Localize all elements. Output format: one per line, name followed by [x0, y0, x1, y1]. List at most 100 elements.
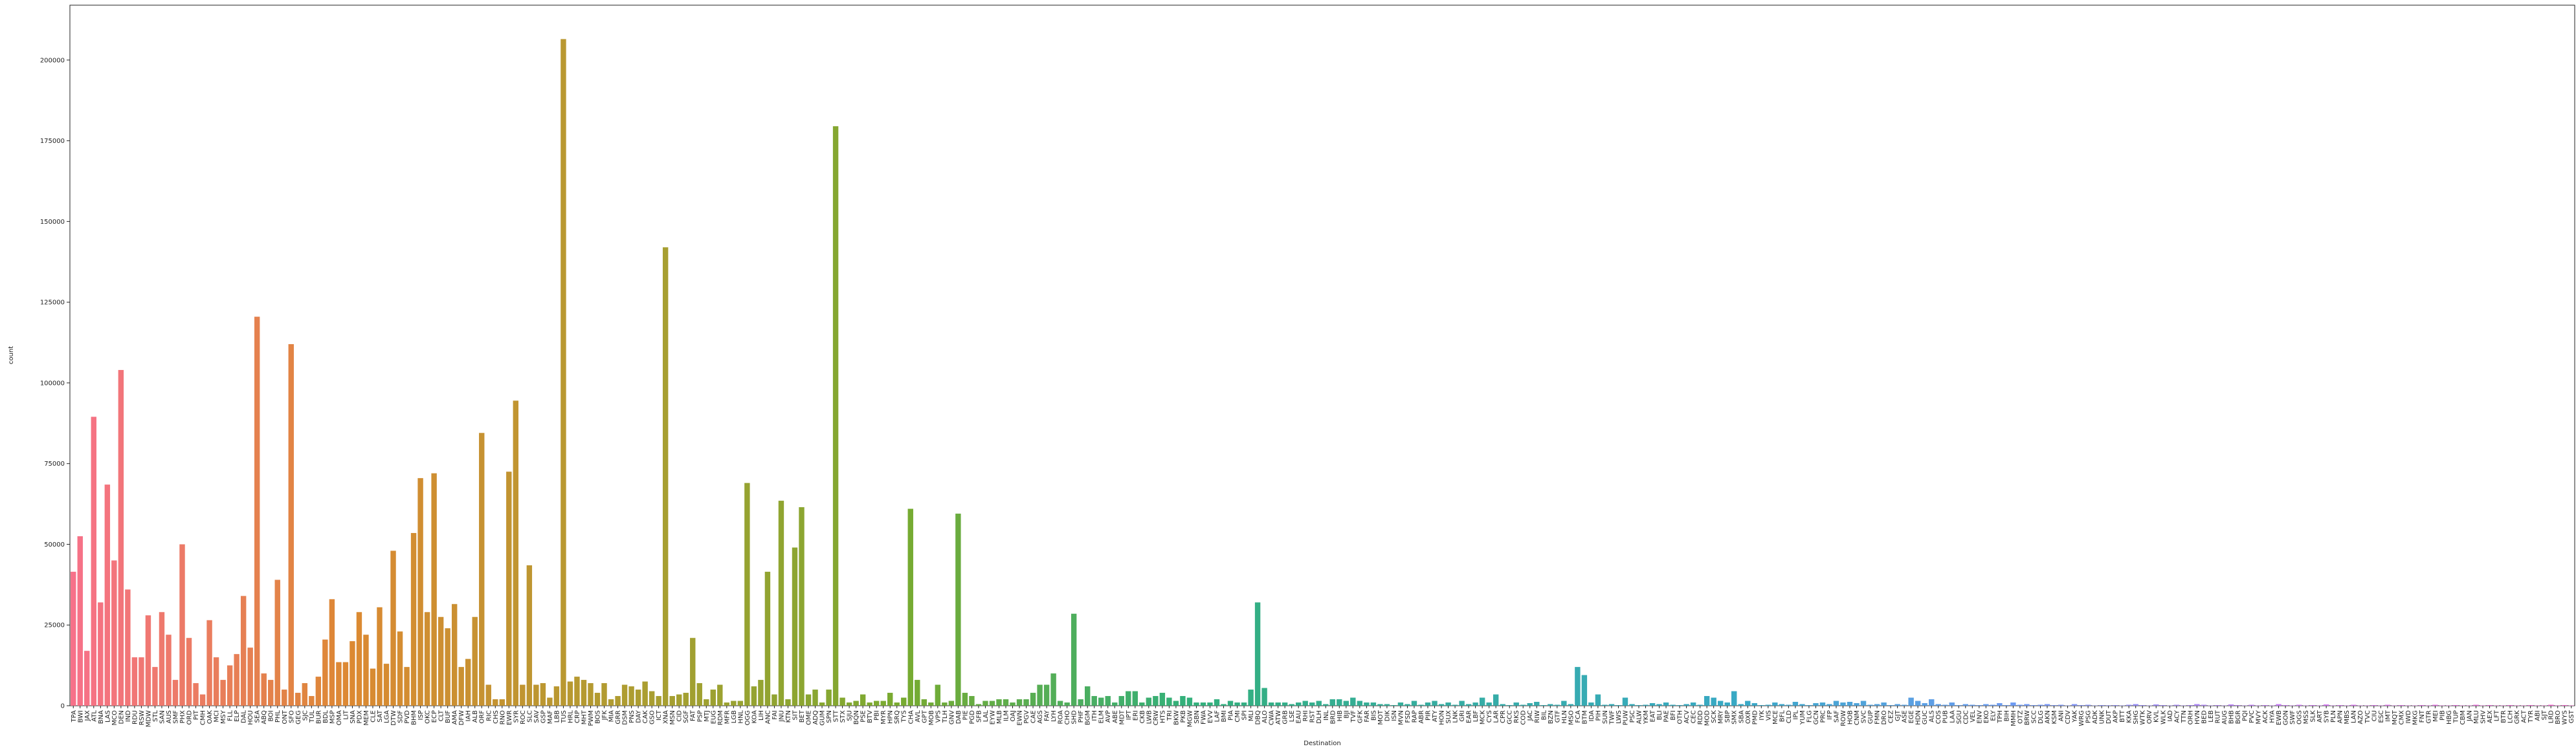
x-tick-label: TLH: [942, 710, 949, 723]
bar: [921, 699, 927, 706]
bar: [1527, 703, 1533, 706]
bar: [1670, 704, 1676, 706]
x-tick-label: GUC: [1922, 710, 1929, 724]
bar: [901, 697, 907, 706]
x-tick-label: MYR: [880, 710, 887, 724]
bar: [118, 369, 124, 706]
bar: [2153, 704, 2159, 706]
bar: [683, 693, 689, 706]
bar: [431, 473, 437, 706]
x-tick-label: ALW: [1636, 710, 1643, 724]
x-tick-label: ONT: [282, 710, 289, 724]
x-tick-label: SAV: [533, 710, 540, 723]
x-tick-label: HDN: [1915, 710, 1922, 725]
x-tick-label: ROC: [520, 710, 527, 724]
x-tick-label: TYR: [2527, 710, 2535, 723]
x-tick-label: BRO: [2555, 710, 2562, 724]
x-tick-label: GUM: [819, 710, 827, 726]
bar: [1799, 704, 1805, 706]
bar: [1207, 702, 1213, 706]
y-tick-label: 175000: [40, 138, 65, 145]
x-tick-label: PIB: [2439, 710, 2446, 721]
x-tick-label: SHV: [2480, 710, 2487, 724]
bar: [1254, 602, 1261, 706]
x-tick-label: LAR: [1493, 710, 1500, 723]
x-tick-label: EKO: [1983, 710, 1990, 723]
bar: [1983, 704, 1989, 706]
bar: [669, 696, 675, 706]
bar: [1486, 702, 1492, 706]
x-tick-label: MHT: [581, 710, 588, 724]
bar: [1759, 705, 1764, 706]
x-tick-label: MEM: [363, 710, 370, 726]
bar: [2419, 705, 2425, 706]
bar: [710, 690, 716, 706]
bar: [1506, 705, 1513, 706]
x-tick-label: DSM: [622, 710, 629, 725]
bar: [1554, 704, 1560, 706]
x-tick-label: CNM: [1854, 710, 1861, 725]
x-tick-label: HRL: [567, 710, 574, 723]
bar: [342, 662, 349, 706]
x-tick-label: PHL: [274, 710, 282, 723]
x-tick-label: SWF: [2289, 710, 2296, 724]
x-tick-label: VPS: [935, 710, 942, 723]
x-tick-label: CKB: [1139, 710, 1146, 724]
bar: [2051, 705, 2057, 706]
bar: [1472, 702, 1478, 706]
bar: [1227, 701, 1234, 706]
x-tick-label: RST: [1309, 710, 1316, 723]
bar: [2473, 704, 2479, 706]
x-tick-label: ABQ: [261, 710, 268, 724]
bar: [1241, 702, 1247, 706]
x-tick-label: PDX: [356, 710, 363, 724]
x-tick-label: PUB: [1942, 710, 1949, 723]
x-tick-label: ACT: [2521, 710, 2528, 723]
x-tick-label: IMT: [2384, 710, 2392, 722]
x-tick-label: STT: [833, 710, 840, 722]
bar: [104, 484, 111, 706]
x-tick-label: ILM: [1003, 710, 1010, 721]
x-tick-label: BGM: [1085, 710, 1092, 725]
bar: [1112, 702, 1118, 706]
x-tick-label: ACK: [2262, 710, 2269, 724]
x-tick-label: VIS: [1765, 710, 1772, 721]
x-tick-label: AKP: [2113, 710, 2120, 723]
bar: [989, 701, 995, 706]
bar: [71, 571, 76, 706]
x-tick-label: SEA: [254, 710, 261, 723]
bar: [1030, 693, 1036, 706]
x-tick-label: ERI: [1132, 710, 1139, 721]
bar: [193, 683, 199, 706]
bar: [1847, 702, 1853, 706]
x-tick-label: BTV: [867, 710, 874, 723]
bar: [1751, 703, 1757, 706]
bar: [1016, 699, 1023, 706]
x-tick-label: ELM: [1098, 710, 1105, 724]
x-tick-label: ANI: [2058, 710, 2065, 721]
x-tick-label: SJC: [302, 710, 309, 721]
x-tick-label: ESC: [2378, 710, 2385, 723]
bar: [1534, 702, 1540, 706]
bar: [322, 639, 328, 706]
bar: [2548, 704, 2554, 706]
x-tick-label: KTN: [785, 710, 792, 723]
bar: [935, 684, 941, 706]
x-tick-label: CHO: [1064, 710, 1071, 725]
x-tick-label: ACV: [1683, 710, 1691, 724]
bar: [199, 694, 206, 706]
bar: [894, 702, 900, 706]
bar: [2133, 704, 2138, 706]
x-tick-label: CEC: [1691, 710, 1698, 723]
x-tick-label: MSN: [669, 710, 676, 724]
bar: [1091, 696, 1097, 706]
x-tick-label: ROA: [1058, 710, 1065, 724]
x-tick-label: EGE: [1908, 710, 1915, 723]
x-tick-label: SPI: [1241, 710, 1249, 720]
bar: [472, 616, 478, 706]
bar: [649, 691, 655, 706]
x-tick-label: ORH: [2187, 710, 2194, 724]
bar: [1010, 702, 1016, 706]
bar: [2126, 704, 2132, 706]
x-tick-label: FSD: [1405, 710, 1412, 723]
